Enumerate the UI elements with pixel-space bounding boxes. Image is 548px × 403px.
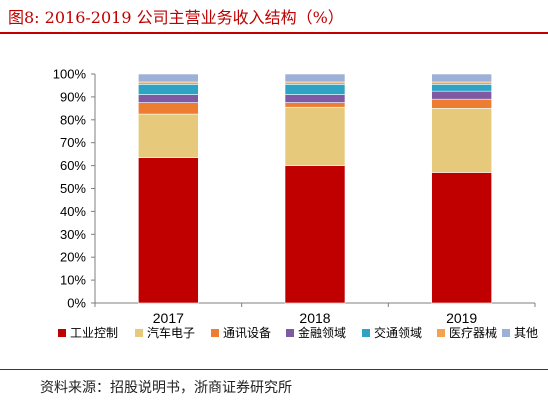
legend-label: 金融领域	[298, 325, 346, 340]
title-divider	[0, 32, 548, 34]
y-tick-label: 100%	[53, 67, 87, 82]
legend: 工业控制 汽车电子 通讯设备 金融领域 交通领域 医疗器械 其他	[58, 325, 538, 340]
bar-segment-2017-3	[138, 102, 199, 115]
bar-segment-2018-6	[284, 81, 346, 85]
y-tick-label: 10%	[60, 273, 86, 288]
y-tick-label: 30%	[60, 227, 86, 242]
source-divider	[0, 369, 548, 370]
x-tick-label: 2018	[299, 310, 330, 326]
bar-segment-2017-4	[138, 94, 199, 103]
x-axis: 2017 2018 2019	[94, 303, 536, 326]
legend-swatch	[135, 329, 143, 337]
legend-label: 医疗器械	[449, 325, 497, 340]
source-note: 资料来源：招股说明书，浙商证券研究所	[40, 380, 292, 396]
bar-segment-2018-2	[284, 106, 346, 166]
legend-label: 其他	[514, 326, 538, 340]
bar-segment-2019-7	[431, 73, 492, 83]
chart-title: 图8: 2016-2019 公司主营业务收入结构（%）	[8, 8, 344, 27]
bar-segment-2019-2	[431, 108, 492, 173]
bar-segment-2017-6	[138, 81, 199, 85]
bar-segment-2019-6	[431, 81, 492, 85]
y-tick-label: 80%	[60, 112, 86, 127]
legend-swatch	[58, 329, 66, 337]
bar-segment-2018-5	[284, 84, 346, 95]
bar-segment-2017-2	[138, 113, 199, 158]
bar-segment-2017-5	[138, 84, 199, 95]
bar-segment-2017-7	[138, 73, 199, 83]
legend-label: 通讯设备	[223, 326, 271, 340]
bar-segment-2018-1	[284, 165, 346, 304]
legend-swatch	[502, 329, 510, 337]
y-tick-label: 90%	[60, 89, 86, 104]
legend-swatch	[362, 329, 370, 337]
bar-segment-2019-1	[431, 172, 492, 304]
legend-label: 交通领域	[374, 325, 422, 340]
bar-segment-2018-3	[284, 102, 346, 108]
y-tick-label: 0%	[67, 296, 86, 311]
y-tick-label: 40%	[60, 204, 86, 219]
x-tick-label: 2019	[446, 310, 477, 326]
y-axis: 0% 10% 20% 30% 40% 50% 60% 70% 80% 90% 100%	[53, 67, 535, 311]
y-tick-label: 60%	[60, 158, 86, 173]
legend-swatch	[286, 329, 294, 337]
bar-segment-2017-1	[138, 157, 199, 304]
legend-label: 工业控制	[70, 326, 118, 340]
bar-segment-2018-4	[284, 94, 346, 103]
bar-segment-2018-7	[284, 73, 346, 83]
bar-segment-2019-3	[431, 98, 492, 109]
bars	[138, 73, 492, 304]
y-tick-label: 70%	[60, 135, 86, 150]
legend-label: 汽车电子	[147, 325, 195, 340]
bar-segment-2019-4	[431, 90, 492, 100]
bar-segment-2019-5	[431, 84, 492, 92]
x-tick-label: 2017	[153, 310, 184, 326]
legend-swatch	[211, 329, 219, 337]
y-tick-label: 50%	[60, 181, 86, 196]
y-tick-label: 20%	[60, 250, 86, 265]
legend-swatch	[437, 329, 445, 337]
